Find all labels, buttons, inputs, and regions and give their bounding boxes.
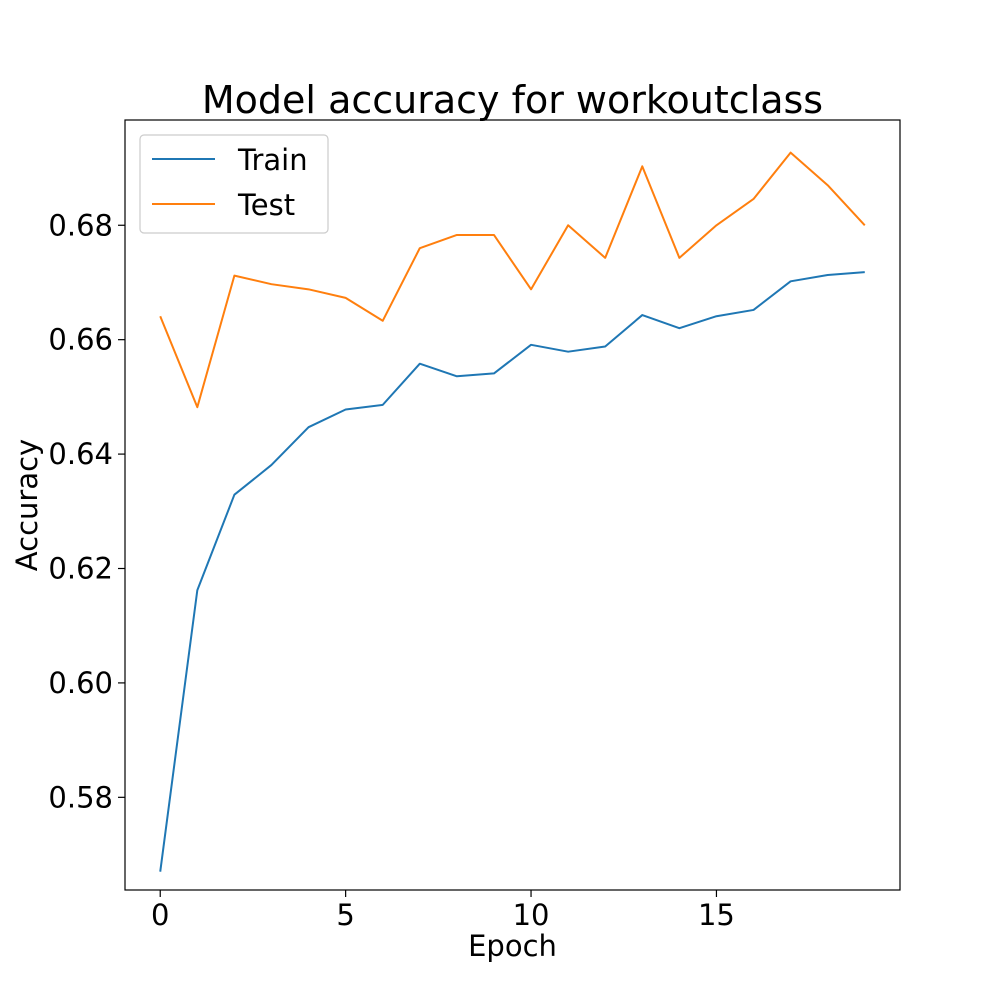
y-axis-label: Accuracy: [10, 439, 44, 571]
x-tick-label: 5: [336, 898, 354, 932]
legend: Train Test: [140, 135, 328, 233]
y-tick-label: 0.68: [48, 208, 113, 242]
y-tick-label: 0.66: [48, 323, 113, 357]
x-tick-label: 0: [151, 898, 169, 932]
x-axis-label: Epoch: [468, 929, 557, 963]
legend-train-label: Train: [237, 143, 308, 177]
x-tick-label: 10: [513, 898, 550, 932]
y-tick-label: 0.62: [48, 551, 113, 585]
chart-title: Model accuracy for workoutclass: [202, 78, 823, 122]
x-tick-label: 15: [698, 898, 735, 932]
y-tick-label: 0.58: [48, 780, 113, 814]
legend-test-label: Test: [237, 188, 295, 222]
y-tick-label: 0.60: [48, 666, 113, 700]
y-tick-label: 0.64: [48, 437, 113, 471]
